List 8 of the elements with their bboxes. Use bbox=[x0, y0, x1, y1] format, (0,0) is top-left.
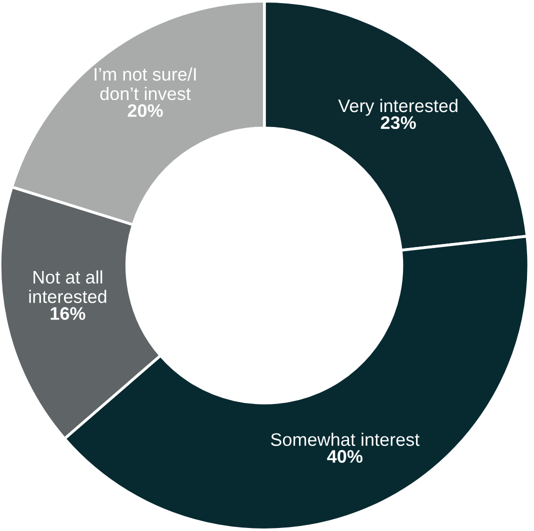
data-label: 23% bbox=[380, 116, 416, 130]
slice-label: Not at all interested bbox=[29, 270, 106, 304]
slice-label: Somewhat interest bbox=[270, 432, 420, 446]
slice-label: I’m not sure/I don’t invest bbox=[94, 67, 196, 100]
data-label: 16% bbox=[50, 307, 86, 320]
data-label: 20% bbox=[128, 104, 163, 117]
slice-label: Very interested bbox=[338, 98, 458, 116]
data-label: 40% bbox=[327, 450, 362, 463]
